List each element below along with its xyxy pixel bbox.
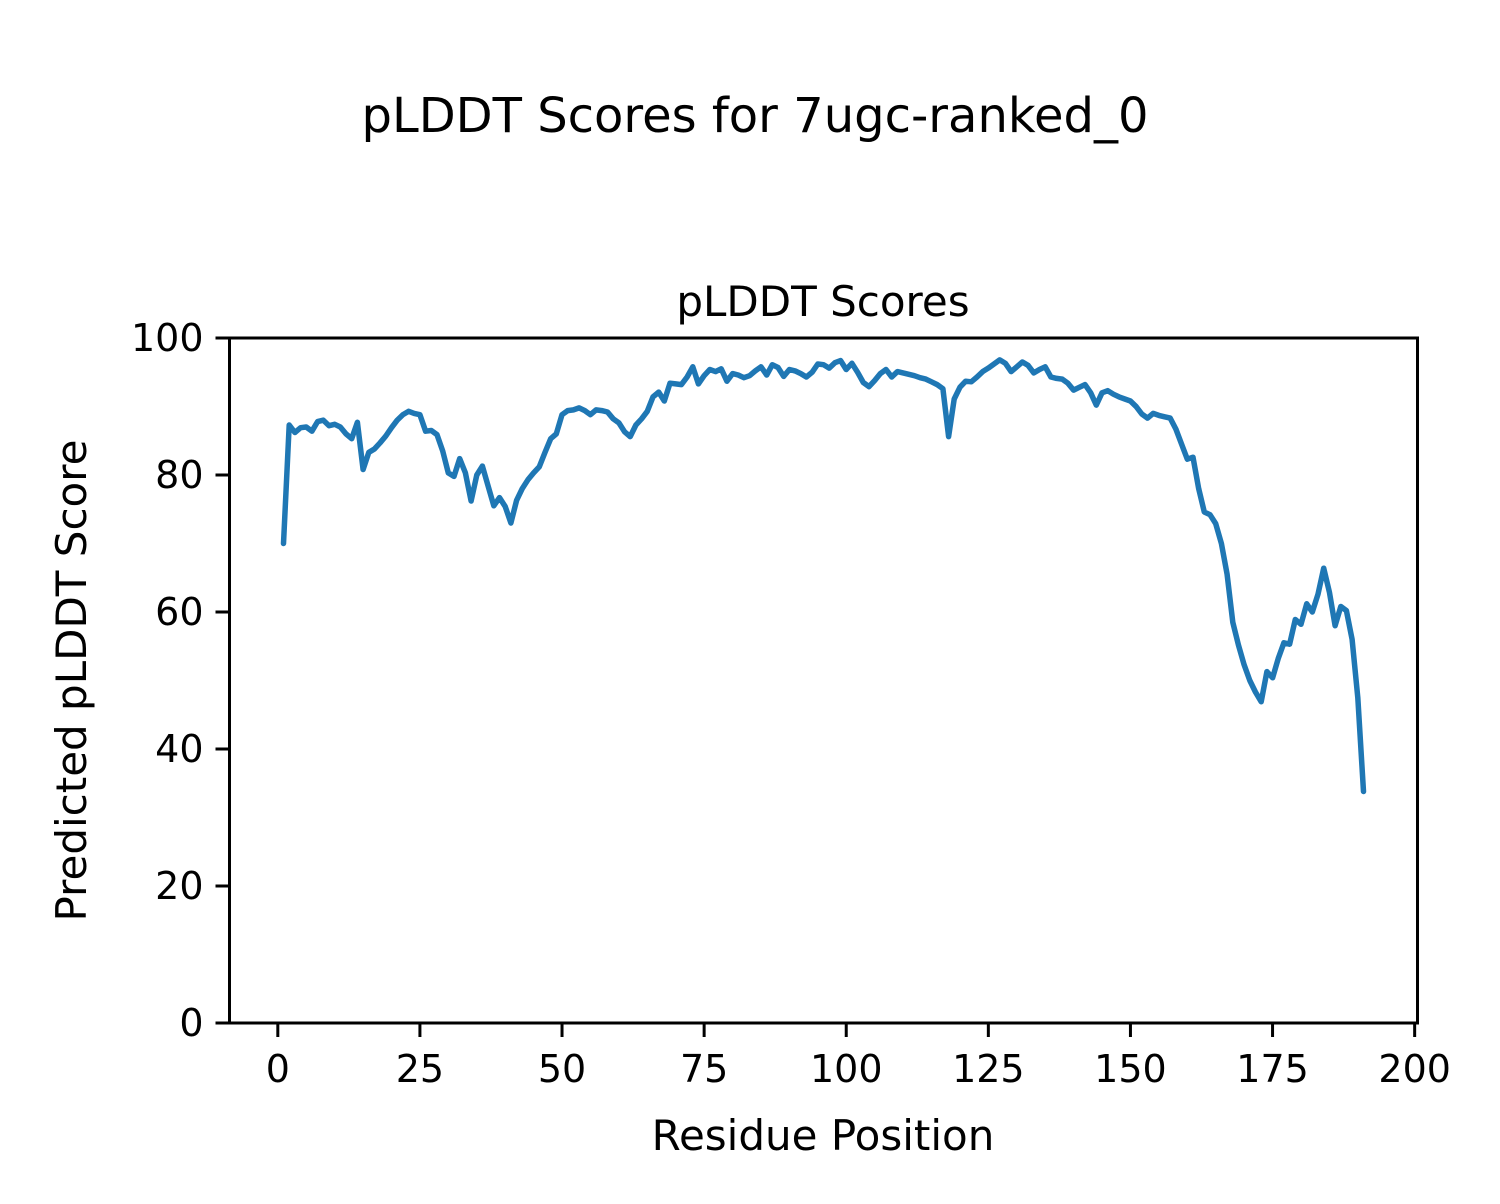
y-tick-label: 80 [155, 453, 203, 497]
x-tick-label: 25 [396, 1047, 444, 1091]
y-tick-label: 60 [155, 590, 203, 634]
x-tick-label: 0 [266, 1047, 290, 1091]
plddt-line-series [280, 357, 1367, 795]
y-axis-label: Predicted pLDDT Score [47, 440, 96, 922]
x-tick-label: 200 [1378, 1047, 1451, 1091]
y-tick-label: 0 [179, 1001, 203, 1045]
y-tick-label: 100 [131, 316, 204, 360]
x-tick-label: 50 [538, 1047, 586, 1091]
x-tick-label: 100 [810, 1047, 883, 1091]
figure-suptitle: pLDDT Scores for 7ugc-ranked_0 [361, 88, 1148, 144]
plot-area: 0 25 50 75 100 125 150 175 200 0 20 40 60 80 100 [131, 316, 1451, 1091]
x-tick-label: 150 [1094, 1047, 1167, 1091]
axes-spines [228, 336, 1419, 1025]
y-tick-label: 40 [155, 727, 203, 771]
x-tick-label: 125 [952, 1047, 1025, 1091]
y-tick-label: 20 [155, 864, 203, 908]
x-tick-label: 75 [680, 1047, 728, 1091]
x-tick-label: 175 [1236, 1047, 1309, 1091]
axes-title: pLDDT Scores [676, 277, 969, 326]
x-axis-label: Residue Position [652, 1111, 995, 1160]
